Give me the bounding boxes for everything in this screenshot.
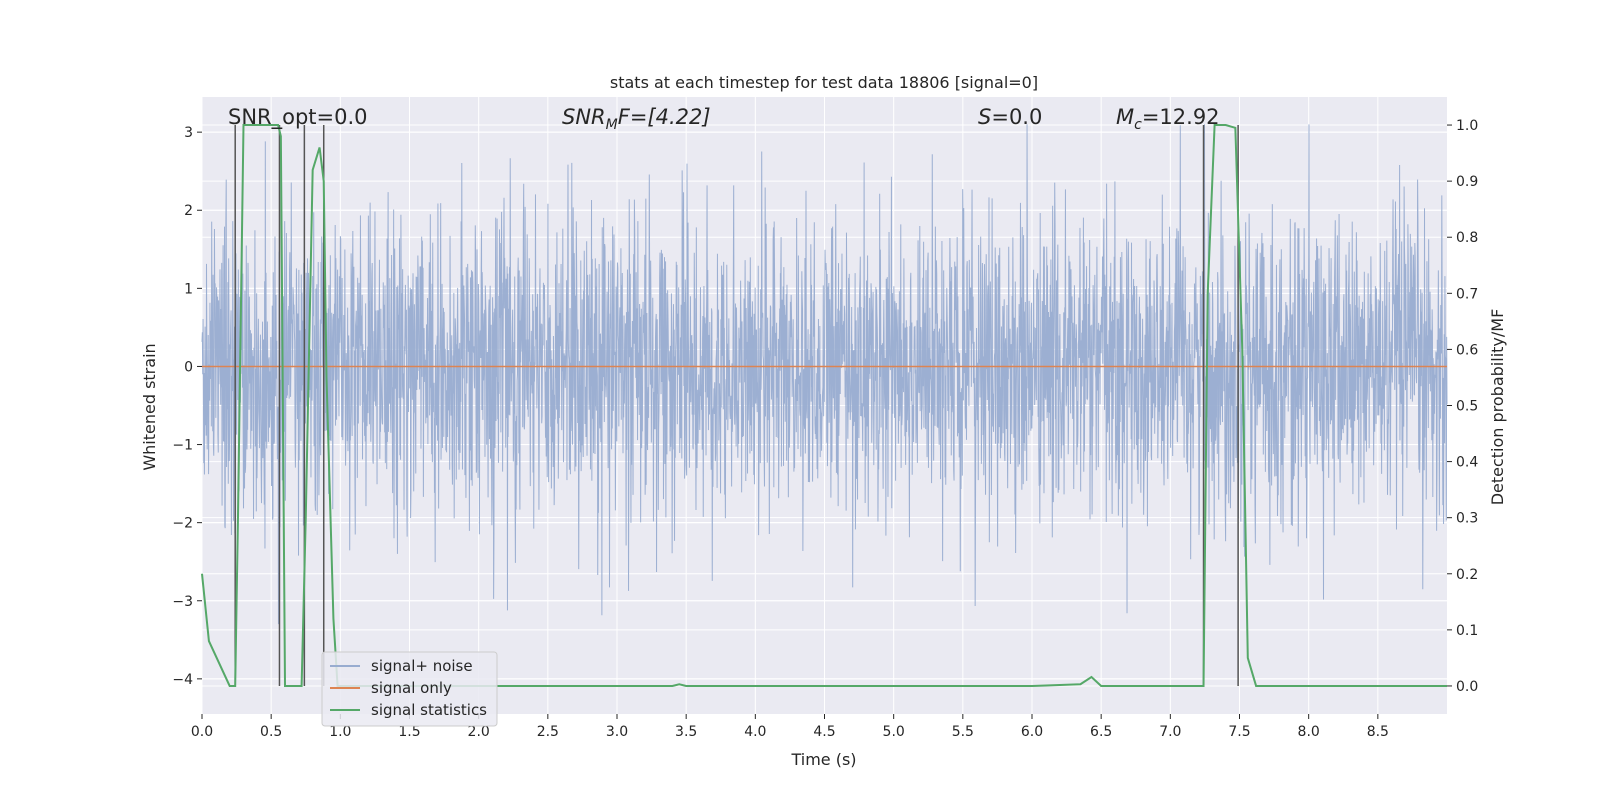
legend-box <box>321 651 498 727</box>
x-tick-label: 1.0 <box>329 724 351 740</box>
y2-tick-label: 0.4 <box>1456 455 1478 471</box>
legend: signal+ noise signal only signal statist… <box>321 651 498 727</box>
s-rest: =0.0 <box>991 105 1042 129</box>
y-tick-label: 0 <box>184 359 193 375</box>
y2-tick-label: 0.1 <box>1456 623 1478 639</box>
y2-tick-label: 0.2 <box>1456 567 1478 583</box>
y-tick-label: −3 <box>172 594 193 610</box>
x-tick-label: 8.5 <box>1367 724 1389 740</box>
x-tick-label: 8.0 <box>1298 724 1320 740</box>
y2-tick-label: 0.9 <box>1456 174 1478 190</box>
y2-tick-label: 0.0 <box>1456 679 1478 695</box>
y2-tick-label: 1.0 <box>1456 118 1478 134</box>
x-tick-label: 2.0 <box>468 724 490 740</box>
y-tick-label: −4 <box>172 672 193 688</box>
y2-tick-label: 0.8 <box>1456 230 1478 246</box>
snr-mf-rest: F=[4.22] <box>618 105 711 129</box>
s-var: S <box>978 105 991 129</box>
x-tick-label: 0.5 <box>260 724 282 740</box>
x-axis-label: Time (s) <box>790 750 856 769</box>
x-tick-label: 5.0 <box>883 724 905 740</box>
y2-tick-label: 0.3 <box>1456 511 1478 527</box>
y-tick-label: 1 <box>184 281 193 297</box>
x-tick-label: 5.5 <box>952 724 974 740</box>
snr-mf-main: SNR <box>562 105 606 129</box>
y-tick-label: −1 <box>172 438 193 454</box>
signal-noise-series <box>201 124 1448 625</box>
y-axis-label: Whitened strain <box>140 343 159 470</box>
legend-label-signal: signal only <box>371 679 452 697</box>
legend-label-noise: signal+ noise <box>371 657 473 675</box>
legend-label-stats: signal statistics <box>371 701 487 719</box>
y2-tick-label: 0.6 <box>1456 342 1478 358</box>
x-tick-label: 3.0 <box>606 724 628 740</box>
mc-rest: =12.92 <box>1142 105 1220 129</box>
mc-annotation: Mc=12.92 <box>1116 105 1220 133</box>
y2-axis-label: Detection probability/MF <box>1488 309 1507 506</box>
noise-line <box>201 124 1448 625</box>
y-tick-label: 2 <box>184 203 193 219</box>
x-tick-label: 4.0 <box>744 724 766 740</box>
y-tick-label: −2 <box>172 516 193 532</box>
s-annotation: S=0.0 <box>978 105 1042 129</box>
mc-main: M <box>1116 105 1134 129</box>
snr-opt-annotation: SNR_opt=0.0 <box>228 105 368 130</box>
snr-mf-annotation: SNRMF=[4.22] <box>562 105 711 133</box>
y2-tick-label: 0.7 <box>1456 286 1478 302</box>
y-tick-label: 3 <box>184 125 193 141</box>
x-tick-label: 3.5 <box>675 724 697 740</box>
x-tick-label: 2.5 <box>537 724 559 740</box>
x-tick-label: 0.0 <box>191 724 213 740</box>
mc-sub: c <box>1134 117 1142 133</box>
x-tick-label: 7.0 <box>1159 724 1181 740</box>
x-tick-label: 6.0 <box>1021 724 1043 740</box>
x-tick-label: 1.5 <box>398 724 420 740</box>
snr-mf-sub: M <box>606 117 618 133</box>
axis-ticks: 0.0 0.5 1.0 1.5 2.0 2.5 3.0 3.5 4.0 4.5 5.0 5.5 6.0 6… <box>172 118 1478 740</box>
x-tick-label: 4.5 <box>813 724 835 740</box>
chart-title: stats at each timestep for test data 188… <box>610 73 1038 92</box>
x-tick-label: 6.5 <box>1090 724 1112 740</box>
y2-tick-label: 0.5 <box>1456 399 1478 415</box>
x-tick-label: 7.5 <box>1228 724 1250 740</box>
